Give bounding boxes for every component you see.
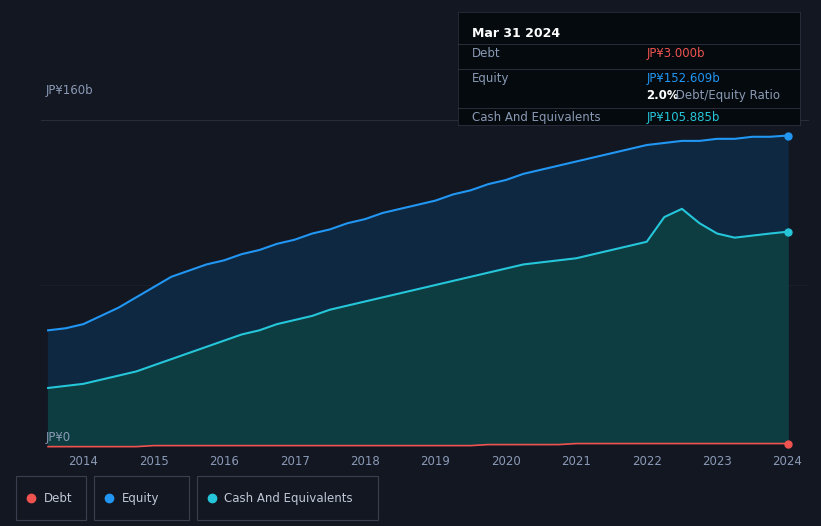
Text: Mar 31 2024: Mar 31 2024 — [472, 27, 560, 40]
Text: JP¥0: JP¥0 — [45, 431, 71, 444]
Text: JP¥152.609b: JP¥152.609b — [646, 72, 720, 85]
Text: Cash And Equivalents: Cash And Equivalents — [224, 492, 353, 505]
Text: JP¥160b: JP¥160b — [45, 84, 93, 97]
Text: Equity: Equity — [122, 492, 159, 505]
Text: Debt: Debt — [472, 47, 501, 60]
Text: JP¥105.885b: JP¥105.885b — [646, 111, 720, 124]
Text: Equity: Equity — [472, 72, 509, 85]
Text: Cash And Equivalents: Cash And Equivalents — [472, 111, 600, 124]
Text: Debt: Debt — [44, 492, 72, 505]
Text: 2.0%: 2.0% — [646, 89, 679, 102]
Text: Debt/Equity Ratio: Debt/Equity Ratio — [672, 89, 780, 102]
Text: JP¥3.000b: JP¥3.000b — [646, 47, 705, 60]
